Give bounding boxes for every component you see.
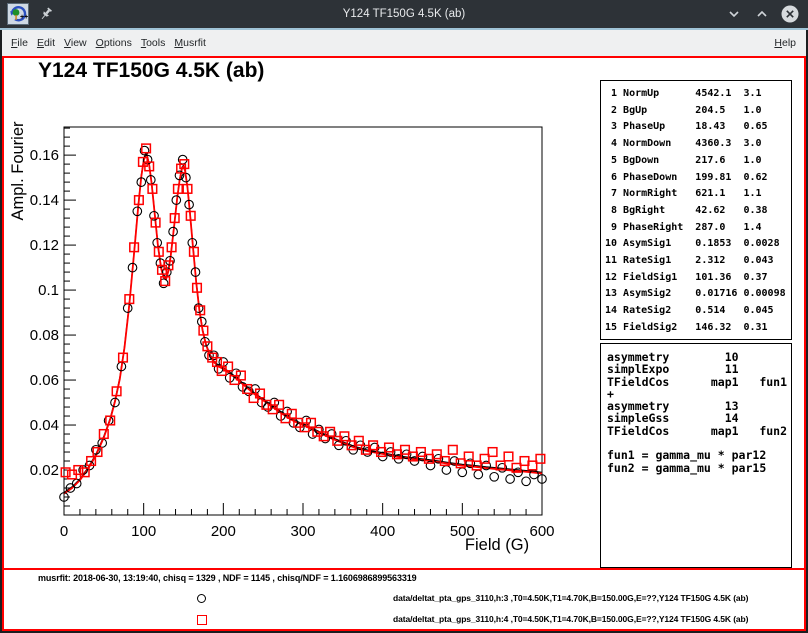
menu-item-musrfit[interactable]: Musrfit [174,37,206,49]
menu-item-options[interactable]: Options [96,37,132,49]
param-row: 1 NormUp 4542.1 3.1 [605,86,791,103]
square-marker-icon [197,615,207,625]
param-row: 5 BgDown 217.6 1.0 [605,153,791,170]
theory-line: fun1 = gamma_mu * par12 [607,449,791,461]
param-row: 2 BgUp 204.5 1.0 [605,103,791,120]
param-row: 15 FieldSig2 146.32 0.31 [605,320,791,337]
app-window: ++ Y124 TF150G 4.5K (ab) [0,0,808,633]
svg-text:100: 100 [131,523,156,540]
menu-item-file[interactable]: File [11,37,28,49]
maximize-button[interactable] [752,4,772,24]
pad-divider [4,568,804,570]
menu-item-view[interactable]: View [64,37,87,49]
theory-line: fun2 = gamma_mu * par15 [607,462,791,474]
svg-text:0.14: 0.14 [30,192,59,209]
menu-item-tools[interactable]: Tools [141,37,166,49]
menubar: File Edit View Options Tools Musrfit Help [2,30,806,56]
plot-title: Y124 TF150G 4.5K (ab) [38,59,264,83]
svg-text:Field (G): Field (G) [465,536,529,554]
param-row: 4 NormDown 4360.3 3.0 [605,136,791,153]
close-button[interactable] [780,4,800,24]
svg-text:0.12: 0.12 [30,237,59,254]
svg-text:200: 200 [211,523,236,540]
param-row: 9 PhaseRight 287.0 1.4 [605,220,791,237]
svg-text:Ampl. Fourier: Ampl. Fourier [9,121,27,221]
root-canvas[interactable]: 01002003004005006000.020.040.060.080.10.… [2,56,806,631]
param-row: 7 NormRight 621.1 1.1 [605,186,791,203]
theory-box[interactable]: asymmetry 10simplExpo 11TFieldCos map1 f… [600,343,792,568]
minimize-button[interactable] [724,4,744,24]
svg-text:0.16: 0.16 [30,147,59,164]
param-row: 6 PhaseDown 199.81 0.62 [605,170,791,187]
window-controls [724,0,800,28]
svg-text:400: 400 [370,523,395,540]
svg-text:600: 600 [529,523,554,540]
svg-text:300: 300 [290,523,315,540]
theory-line: simplExpo 11 [607,363,791,375]
param-row: 14 RateSig2 0.514 0.045 [605,303,791,320]
theory-line: TFieldCos map1 fun2 [607,425,791,437]
svg-text:0.1: 0.1 [38,282,59,299]
param-row: 10 AsymSig1 0.1853 0.0028 [605,236,791,253]
legend-entry: data/deltat_pta_gps_3110,h:4 ,T0=4.50K,T… [4,615,804,627]
theory-line: TFieldCos map1 fun1 [607,376,791,388]
menu-item-edit[interactable]: Edit [37,37,55,49]
parameter-box[interactable]: 1 NormUp 4542.1 3.1 2 BgUp 204.5 1.0 3 P… [600,80,792,340]
svg-text:0.04: 0.04 [30,417,59,434]
chart-area[interactable]: 01002003004005006000.020.040.060.080.10.… [4,58,596,570]
menu-items: File Edit View Options Tools Musrfit [2,37,206,49]
svg-text:0.06: 0.06 [30,372,59,389]
theory-line: simpleGss 14 [607,412,791,424]
legend-label: data/deltat_pta_gps_3110,h:4 ,T0=4.50K,T… [393,614,748,624]
param-row: 3 PhaseUp 18.43 0.65 [605,119,791,136]
svg-text:0.08: 0.08 [30,327,59,344]
param-row: 12 FieldSig1 101.36 0.37 [605,270,791,287]
menu-item-help[interactable]: Help [774,37,806,49]
fit-stats: musrfit: 2018-06-30, 13:19:40, chisq = 1… [38,573,417,583]
circle-marker-icon [197,594,206,603]
titlebar[interactable]: ++ Y124 TF150G 4.5K (ab) [0,0,808,28]
param-row: 13 AsymSig2 0.01716 0.00098 [605,286,791,303]
legend-entry: data/deltat_pta_gps_3110,h:3 ,T0=4.50K,T… [4,594,804,606]
param-row: 11 RateSig1 2.312 0.043 [605,253,791,270]
param-row: 8 BgRight 42.62 0.38 [605,203,791,220]
svg-text:0: 0 [60,523,68,540]
svg-text:0.02: 0.02 [30,462,59,479]
window-title: Y124 TF150G 4.5K (ab) [0,8,808,20]
legend-label: data/deltat_pta_gps_3110,h:3 ,T0=4.50K,T… [393,593,748,603]
